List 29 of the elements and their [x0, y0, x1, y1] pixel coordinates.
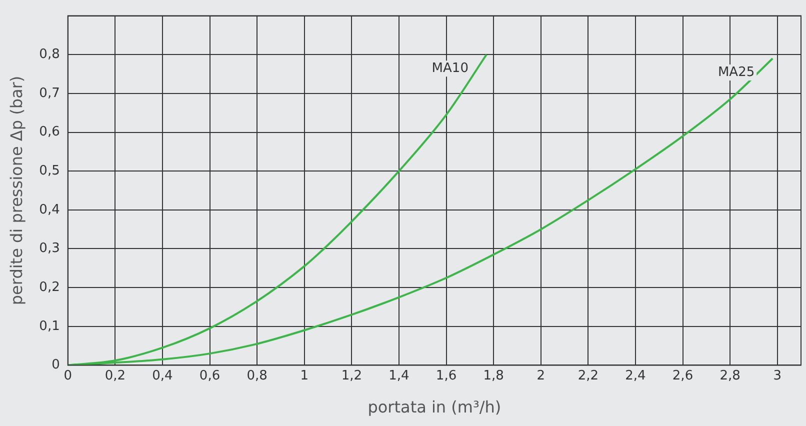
y-tick-label: 0,2	[39, 280, 60, 295]
y-axis-title: perdite di pressione Δp (bar)	[6, 76, 26, 306]
x-tick-label: 3	[773, 368, 782, 384]
x-tick-label: 2	[536, 368, 545, 384]
x-tick-label: 1,2	[341, 368, 362, 384]
x-tick-label: 0,4	[152, 368, 173, 384]
x-tick-label: 2,2	[578, 368, 598, 384]
x-tick-label: 0,8	[246, 368, 268, 384]
y-tick-label: 0,3	[39, 241, 60, 256]
y-tick-label: 0,7	[39, 86, 60, 101]
y-tick-label: 0,8	[39, 46, 60, 62]
x-axis-title: portata in (m³/h)	[368, 398, 502, 417]
series-label: MA10	[432, 60, 468, 76]
x-tick-label: 2,6	[672, 368, 694, 384]
y-tick-label: 0,1	[39, 318, 60, 334]
y-tick-label: 0,4	[39, 202, 60, 218]
x-tick-label: 1,8	[483, 368, 504, 384]
x-tick-label: 1	[300, 368, 309, 384]
x-tick-label: 1,6	[436, 368, 457, 384]
x-tick-label: 0	[64, 368, 72, 384]
x-tick-label: 2,4	[625, 368, 646, 384]
y-tick-label: 0	[52, 358, 60, 373]
series-label: MA25	[718, 64, 755, 80]
x-tick-label: 2,8	[720, 368, 740, 384]
y-tick-label: 0,5	[39, 163, 60, 178]
y-tick-label: 0,6	[39, 124, 60, 140]
x-tick-label: 0,6	[199, 368, 220, 384]
x-tick-label: 0,2	[104, 368, 126, 384]
x-tick-label: 1,4	[388, 368, 410, 384]
